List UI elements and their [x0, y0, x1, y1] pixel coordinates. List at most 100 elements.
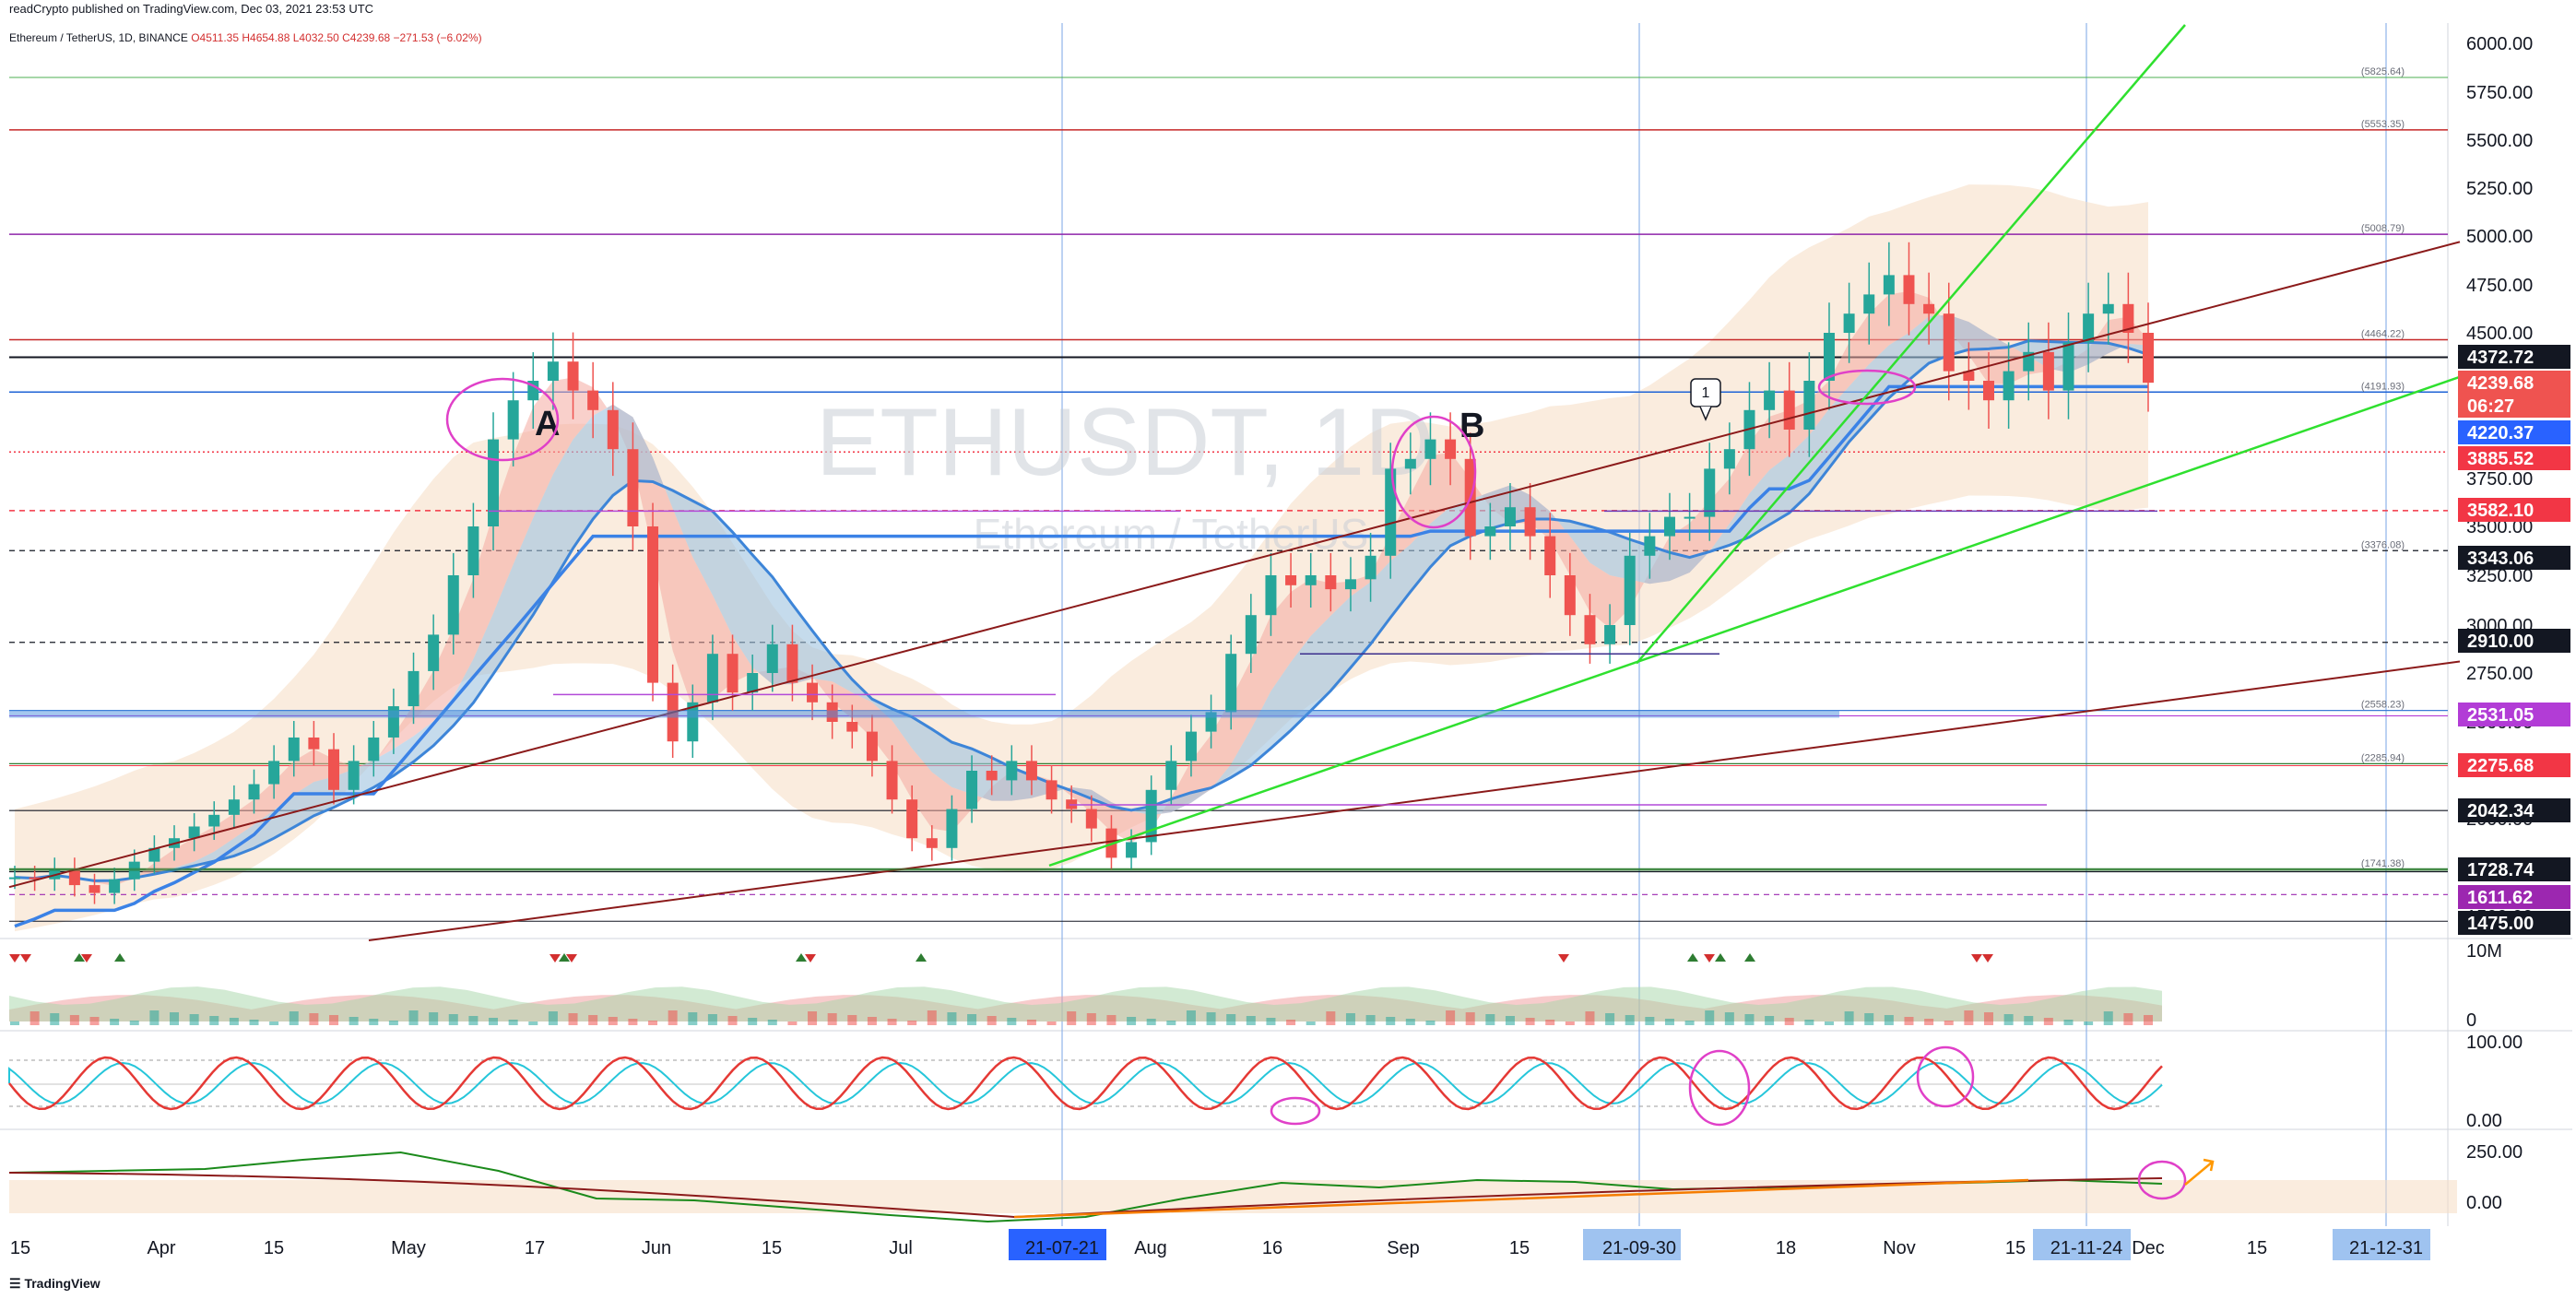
candle-body: [1046, 780, 1058, 800]
price-tag-bg: [2458, 345, 2570, 369]
volume-bar: [489, 1018, 499, 1025]
volume-bar: [1664, 1019, 1674, 1025]
price-axis[interactable]: 6000.00 5750.00 5500.00 5250.00 5000.00 4750.…: [2466, 34, 2533, 1213]
date-tag-label: 21-09-30: [1602, 1238, 1676, 1258]
candle-body: [428, 634, 440, 671]
level-label: (5825.64): [2361, 66, 2405, 77]
volume-bar: [608, 1017, 618, 1025]
level-label: (1741.38): [2361, 858, 2405, 869]
trendline-green-lower: [1048, 375, 2461, 868]
price-tag-bg: [2458, 857, 2570, 881]
volume-bar: [1446, 1010, 1456, 1025]
panel-axis-label: 0.00: [2466, 1193, 2502, 1213]
highlight-circle: [1916, 1045, 1975, 1108]
chart-annotations: A B 1: [445, 369, 1917, 529]
time-tick-label: Dec: [2132, 1238, 2165, 1258]
price-tick-label: 4500.00: [2466, 324, 2533, 344]
candle-body: [1344, 579, 1356, 590]
candle-body: [1325, 575, 1337, 590]
candle-body: [527, 381, 539, 401]
candle-body: [1943, 313, 1955, 372]
volume-bar: [408, 1010, 419, 1025]
price-tick-label: 5500.00: [2466, 131, 2533, 151]
candle-body: [9, 877, 20, 880]
volume-bar: [129, 1021, 139, 1025]
symbol-name[interactable]: Ethereum / TetherUS, 1D, BINANCE: [9, 31, 188, 44]
volume-bar: [1326, 1011, 1336, 1025]
volume-bar: [1983, 1012, 1993, 1025]
volume-bar: [1086, 1013, 1096, 1025]
signal-triangle: [566, 954, 577, 962]
volume-bar: [10, 1021, 19, 1025]
volume-bar: [89, 1017, 100, 1025]
date-tag-bg: [2333, 1229, 2430, 1260]
volume-bar: [787, 1021, 798, 1025]
osc-main-line: [8, 1056, 2163, 1111]
volume-bar: [1904, 1017, 1914, 1025]
tradingview-logo[interactable]: ☰ TradingView: [9, 1276, 100, 1292]
panel-axis-label: 0.00: [2466, 1111, 2502, 1131]
time-tick-label: 15: [2005, 1238, 2026, 1258]
tradingview-brand: TradingView: [24, 1276, 100, 1291]
date-tag-label: 21-07-21: [1025, 1238, 1099, 1258]
signal-triangle: [1558, 954, 1569, 962]
volume-bar: [1306, 1021, 1316, 1025]
candle-body: [1185, 731, 1197, 762]
volume-area-green: [9, 986, 2162, 1021]
candle-body: [2122, 303, 2134, 333]
signal-triangle: [114, 953, 125, 962]
signal-triangle: [796, 953, 807, 962]
time-axis[interactable]: 15 Apr 15 May 17 Jun 15 Jul Aug 16 Sep 15 18 Nov 15 Dec…: [10, 1229, 2430, 1260]
signal-triangle: [20, 954, 31, 962]
volume-bar: [688, 1012, 698, 1025]
volume-bar: [767, 1020, 777, 1025]
volume-bar: [528, 1021, 538, 1025]
highlight-circle: [1688, 1049, 1751, 1127]
volume-bar: [269, 1021, 279, 1025]
price-tick-label: 5250.00: [2466, 179, 2533, 199]
price-tick-label: 6000.00: [2466, 34, 2533, 54]
signal-triangle: [1982, 954, 1993, 962]
level-label: (2558.23): [2361, 700, 2405, 711]
volume-bar: [947, 1012, 957, 1025]
signal-triangle: [1971, 954, 1982, 962]
candle-body: [408, 670, 419, 707]
price-tag-bg: [2458, 371, 2570, 395]
candle-body: [1265, 575, 1277, 616]
volume-bar: [588, 1015, 598, 1025]
price-tag-bg: [2458, 911, 2570, 935]
volume-bar: [1046, 1021, 1057, 1025]
volume-bar: [628, 1019, 638, 1025]
candle-body: [1365, 555, 1377, 580]
price-tag-label: 4220.37: [2467, 423, 2534, 443]
candle-body: [1085, 809, 1097, 829]
candle-body: [308, 737, 320, 750]
volume-bar: [1166, 1021, 1176, 1025]
signal-triangle: [9, 954, 20, 962]
ma-ribbon: [14, 290, 2149, 886]
volume-bar: [1784, 1018, 1794, 1025]
candle-body: [248, 784, 260, 800]
time-tick-label: Apr: [147, 1238, 175, 1258]
panel-axis-label: 10M: [2466, 941, 2502, 962]
volume-bar: [1286, 1020, 1296, 1025]
volume-bar: [1804, 1020, 1814, 1025]
candle-body: [647, 526, 659, 683]
volume-bar: [967, 1014, 977, 1025]
volume-bar: [1146, 1019, 1156, 1025]
price-tick-label: 3250.00: [2466, 566, 2533, 586]
candle-body: [1843, 313, 1855, 333]
band-fill: [15, 184, 2148, 932]
price-tag-bg: [2458, 753, 2570, 777]
time-tick-label: 15: [762, 1238, 782, 1258]
volume-bar: [1525, 1018, 1535, 1025]
time-tick-label: 16: [1262, 1238, 1282, 1258]
time-tick-label: 17: [525, 1238, 545, 1258]
candle-body: [1923, 303, 1935, 314]
volume-bar: [30, 1011, 40, 1025]
volume-bar: [69, 1015, 79, 1025]
candle-body: [1006, 761, 1018, 781]
volume-bar: [1924, 1019, 1934, 1025]
candle-body: [766, 644, 778, 673]
